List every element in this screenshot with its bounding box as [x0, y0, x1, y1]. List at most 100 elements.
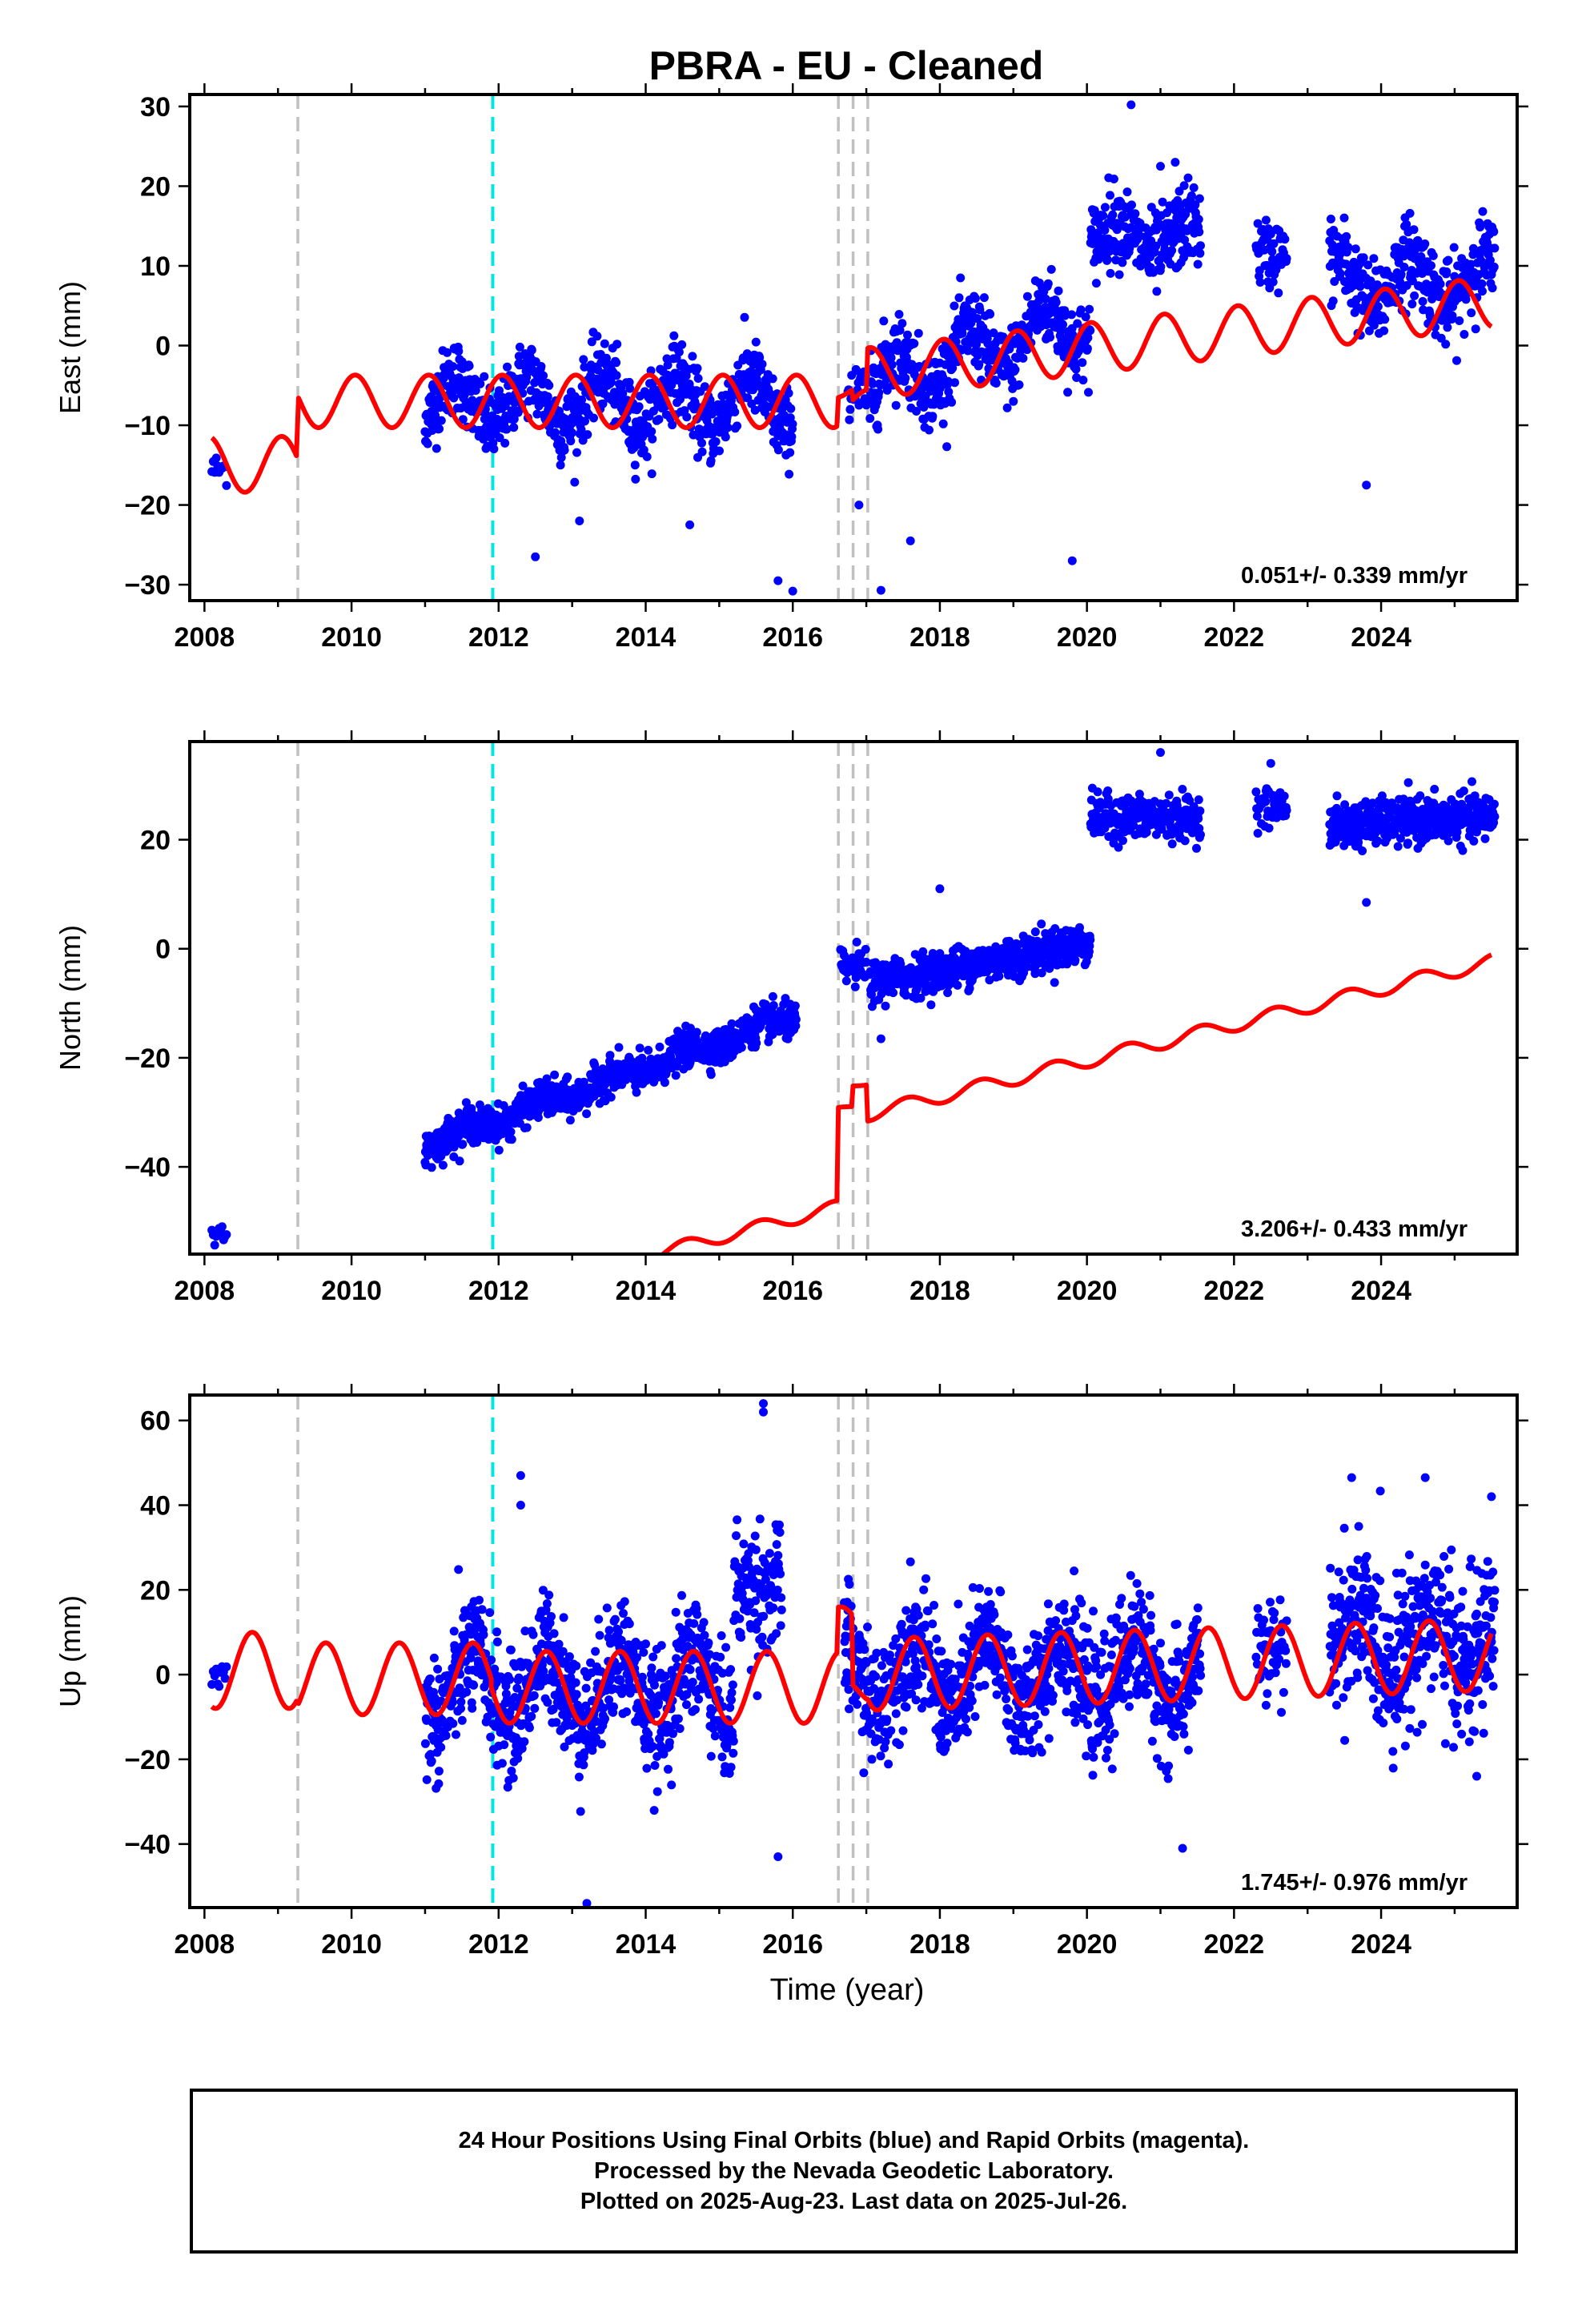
data-point	[768, 374, 777, 384]
data-point	[693, 374, 703, 383]
data-point	[954, 293, 964, 303]
data-point	[1114, 270, 1124, 279]
x-tick-label: 2012	[468, 1276, 529, 1306]
data-point	[1326, 215, 1335, 223]
data-point	[502, 424, 512, 434]
data-point	[953, 980, 962, 990]
data-point	[458, 1140, 468, 1149]
x-tick-label: 2020	[1057, 622, 1118, 653]
data-point	[1355, 282, 1365, 292]
data-point	[1041, 294, 1050, 304]
data-point	[1037, 919, 1046, 929]
data-point	[886, 353, 896, 363]
data-point	[1427, 261, 1435, 271]
data-point	[607, 377, 616, 387]
data-point	[1442, 267, 1452, 276]
data-point	[757, 360, 767, 369]
data-point	[486, 1732, 496, 1742]
data-point	[434, 1779, 444, 1788]
data-point	[448, 362, 458, 372]
data-point	[785, 448, 795, 457]
data-point	[1030, 927, 1040, 937]
data-point	[1058, 320, 1067, 329]
data-point	[461, 1098, 471, 1108]
data-point	[1178, 785, 1187, 794]
data-point	[868, 379, 877, 388]
data-point	[688, 352, 697, 361]
data-point	[1373, 302, 1383, 312]
data-point	[1252, 811, 1262, 821]
data-point	[457, 1715, 467, 1725]
data-point	[1267, 247, 1277, 256]
data-point	[685, 1058, 695, 1068]
data-point	[1195, 227, 1204, 237]
data-point	[566, 436, 576, 446]
data-point	[1489, 227, 1499, 236]
data-point	[1046, 332, 1054, 342]
data-point	[697, 438, 706, 448]
data-point	[1351, 244, 1360, 254]
data-point	[865, 414, 875, 423]
data-point	[580, 416, 589, 426]
data-point	[1167, 839, 1177, 849]
data-point	[773, 445, 783, 455]
data-point	[1084, 388, 1093, 397]
data-point	[1180, 836, 1190, 846]
data-point	[1369, 320, 1379, 330]
x-tick-label: 2016	[762, 1276, 823, 1306]
y-tick-label: −30	[124, 570, 171, 601]
panel-north: 2008 2010 2012 2014 2016 2018 2020 2022 2024−40−…	[54, 730, 1528, 1306]
data-point	[769, 1001, 778, 1010]
data-point	[1100, 203, 1110, 212]
data-point	[560, 445, 569, 455]
data-point	[752, 1039, 761, 1047]
data-point	[1490, 799, 1499, 809]
data-point	[682, 412, 692, 422]
data-point	[1180, 235, 1190, 245]
data-point	[975, 305, 985, 315]
data-point	[1452, 356, 1461, 365]
data-point	[528, 1630, 538, 1639]
data-point	[536, 362, 546, 371]
data-point	[1078, 358, 1087, 368]
data-point	[452, 1730, 460, 1739]
data-point	[1050, 978, 1059, 987]
data-point	[861, 400, 871, 410]
data-point	[1443, 836, 1453, 846]
data-point	[948, 364, 958, 373]
data-point	[222, 1662, 231, 1671]
data-point	[431, 411, 440, 420]
data-point	[874, 388, 884, 397]
data-point	[1158, 197, 1167, 207]
data-point	[587, 337, 596, 347]
data-point	[1359, 253, 1368, 263]
data-point	[1416, 252, 1426, 261]
data-point	[427, 1163, 436, 1172]
data-point	[979, 293, 989, 303]
data-point	[1067, 556, 1077, 565]
data-point	[435, 424, 444, 433]
x-tick-label: 2022	[1204, 622, 1265, 653]
data-point	[882, 385, 892, 395]
panel-up: 2008 2010 2012 2014 2016 2018 2020 2022 2024−40−…	[54, 1384, 1528, 1960]
data-point	[475, 1595, 484, 1605]
x-tick-label: 2014	[616, 1276, 677, 1306]
data-point	[669, 331, 679, 340]
data-point	[989, 328, 998, 338]
model-curve-east	[210, 278, 1493, 495]
data-point	[1083, 333, 1093, 343]
data-point	[458, 415, 468, 424]
data-point	[503, 362, 512, 372]
data-point	[852, 937, 861, 947]
data-point	[1282, 806, 1291, 815]
data-point	[841, 976, 851, 986]
data-point	[721, 432, 730, 442]
data-point	[518, 1081, 528, 1091]
data-point	[612, 358, 621, 368]
y-tick-label: 20	[140, 826, 171, 856]
data-point	[1072, 373, 1082, 382]
data-point	[508, 1773, 518, 1783]
data-point	[1261, 797, 1271, 806]
data-point	[422, 1775, 432, 1784]
data-point	[1086, 326, 1095, 336]
